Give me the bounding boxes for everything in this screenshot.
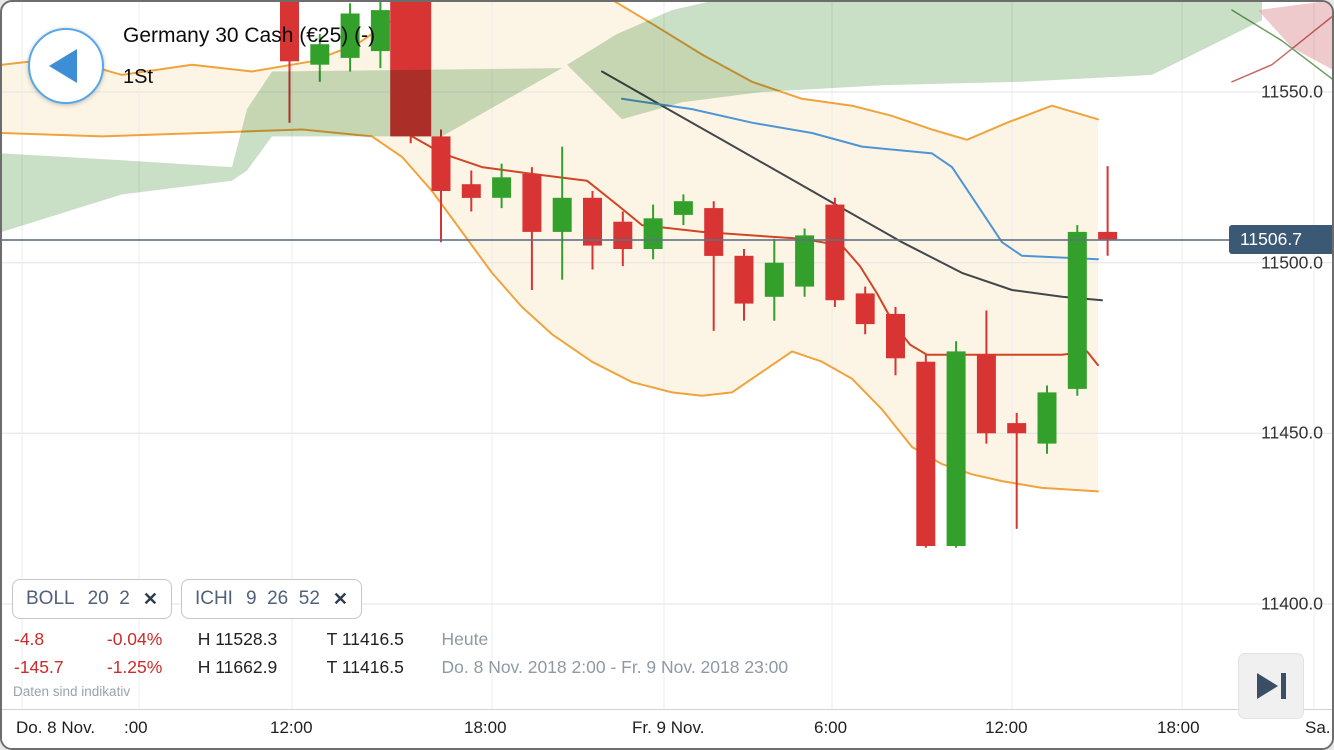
candle bbox=[1067, 231, 1087, 389]
change-today: -4.8 bbox=[14, 629, 45, 649]
indicator-chips: BOLL 20 2 ✕ ICHI 9 26 52 ✕ bbox=[12, 579, 362, 619]
price-axis-label: 11400.0 bbox=[1261, 593, 1323, 614]
candle bbox=[1037, 392, 1057, 444]
low-range: T 11416.5 bbox=[326, 656, 404, 677]
chip-close-icon[interactable]: ✕ bbox=[332, 588, 348, 609]
candle bbox=[310, 44, 330, 65]
current-price-badge: 11506.7 bbox=[1229, 225, 1332, 254]
change-pct-range: -1.25% bbox=[106, 656, 163, 677]
price-axis-label: 11450.0 bbox=[1261, 422, 1323, 443]
back-button[interactable] bbox=[28, 28, 104, 104]
stats-row-range: -145.7 -1.25% H 11662.9 T 11416.5 Do. 8 … bbox=[14, 654, 788, 682]
ichimoku-kijun-line bbox=[621, 97, 1099, 261]
ichimoku-chikou-line bbox=[601, 70, 1103, 302]
stats-row-today: -4.8 -0.04% H 11528.3 T 11416.5 Heute bbox=[14, 626, 788, 654]
time-axis-label: Sa. bbox=[1305, 718, 1331, 737]
indicator-chip-ichi[interactable]: ICHI 9 26 52 ✕ bbox=[180, 579, 362, 619]
skip-to-end-icon bbox=[1256, 673, 1278, 699]
timeframe-label: 1St bbox=[123, 66, 154, 88]
candle bbox=[552, 197, 572, 232]
candle bbox=[431, 136, 451, 191]
kumo-bullish-left bbox=[2, 68, 562, 232]
candle bbox=[613, 221, 633, 249]
chip-params: 9 26 52 bbox=[245, 588, 320, 609]
high-range: H 11662.9 bbox=[197, 656, 278, 677]
back-icon bbox=[48, 49, 77, 83]
stats-panel: -4.8 -0.04% H 11528.3 T 11416.5 Heute -1… bbox=[14, 626, 788, 681]
candle bbox=[522, 173, 542, 232]
candle bbox=[886, 313, 905, 359]
candle bbox=[492, 177, 512, 198]
kumo-bullish-main bbox=[567, 2, 1262, 120]
disclaimer: Daten sind indikativ bbox=[13, 684, 131, 699]
candle bbox=[704, 208, 724, 256]
candle bbox=[370, 10, 390, 52]
price-axis-label: 11500.0 bbox=[1261, 252, 1323, 273]
time-axis-label: 12:00 bbox=[985, 718, 1028, 737]
kumo-bearish-right bbox=[1258, 2, 1332, 70]
candle bbox=[825, 204, 845, 301]
candles bbox=[280, 2, 1118, 548]
chip-close-icon[interactable]: ✕ bbox=[142, 588, 158, 609]
chip-label: BOLL bbox=[26, 588, 75, 609]
candle bbox=[461, 184, 481, 198]
candle bbox=[340, 13, 360, 58]
candle bbox=[643, 218, 663, 249]
price-axis-label: 11550.0 bbox=[1261, 81, 1323, 102]
current-price-line bbox=[2, 239, 1332, 241]
time-axis-label: :00 bbox=[124, 718, 148, 737]
candle bbox=[976, 354, 996, 434]
candle bbox=[280, 2, 299, 62]
chip-label: ICHI bbox=[194, 588, 233, 609]
candle bbox=[916, 361, 936, 546]
bollinger-upper-line bbox=[2, 2, 1099, 141]
candle bbox=[795, 235, 815, 287]
change-pct-today: -0.04% bbox=[106, 629, 163, 649]
period-range: Do. 8 Nov. 2018 2:00 - Fr. 9 Nov. 2018 2… bbox=[441, 656, 789, 677]
time-axis-label: 18:00 bbox=[464, 718, 507, 737]
period-today: Heute bbox=[441, 629, 489, 649]
candle bbox=[1098, 231, 1118, 240]
low-today: T 11416.5 bbox=[326, 629, 404, 649]
candle bbox=[734, 255, 754, 304]
candle bbox=[855, 293, 875, 325]
instrument-title: Germany 30 Cash (€25) (-) bbox=[123, 24, 376, 47]
change-range: -145.7 bbox=[14, 656, 64, 677]
candle bbox=[673, 201, 693, 215]
time-axis[interactable]: Do. 8 Nov. :00 12:00 18:00 Fr. 9 Nov. 6:00 12:… bbox=[2, 709, 1332, 748]
candle bbox=[1007, 423, 1027, 434]
time-axis-label: 18:00 bbox=[1157, 718, 1200, 737]
time-axis-label: Fr. 9 Nov. bbox=[632, 718, 705, 737]
chip-params: 20 2 bbox=[87, 588, 130, 609]
indicator-chip-boll[interactable]: BOLL 20 2 ✕ bbox=[12, 579, 172, 619]
candle bbox=[946, 351, 966, 546]
time-axis-label: 6:00 bbox=[814, 718, 848, 737]
skip-to-end-icon-bar bbox=[1280, 673, 1286, 699]
time-axis-label: Do. 8 Nov. bbox=[16, 718, 96, 737]
time-axis-label: 12:00 bbox=[270, 718, 313, 737]
skip-to-end-button[interactable] bbox=[1238, 653, 1304, 719]
high-today: H 11528.3 bbox=[197, 629, 278, 649]
candle bbox=[583, 197, 602, 246]
candle bbox=[764, 262, 784, 297]
